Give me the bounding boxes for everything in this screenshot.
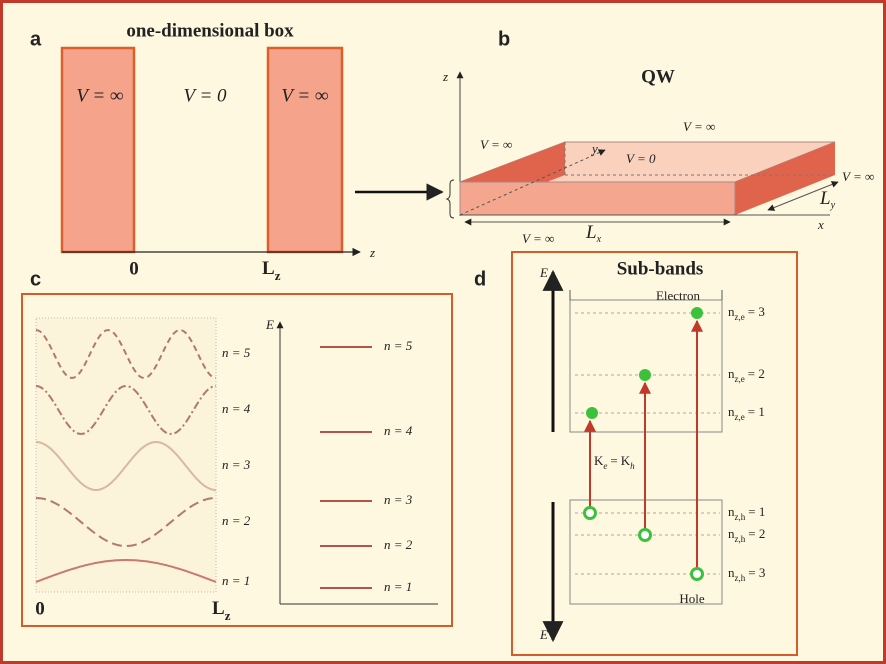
origin-label: 0 [35,598,45,619]
level-label: n = 1 [384,579,412,594]
panel-letter: d [474,268,486,290]
length-sub: z [275,268,281,283]
electron-label: Electron [656,288,701,303]
wave-label: n = 3 [222,457,251,472]
k-sub: e [603,461,607,471]
panel-letter: b [498,28,510,50]
panel-title: QW [641,66,675,87]
axis-label: y [590,141,598,156]
level-sub: z,e [735,374,745,384]
origin-label: 0 [129,258,139,279]
barrier [62,48,134,252]
k-sub: h [630,461,635,471]
level-rest: = 2 [748,526,765,541]
axis-label: E [539,265,548,280]
hole [692,569,703,580]
length-main: L [262,258,275,279]
length-sub: x [596,234,602,245]
level-rest: = 1 [748,504,765,519]
length-main: L [585,222,597,243]
axis-label: x [817,217,824,232]
level-sub: z,e [735,312,745,322]
potential-label: V = ∞ [683,119,715,134]
axis-label: z [369,245,375,260]
equals: = [610,453,617,468]
level-sub: z,h [735,512,746,522]
wave-label: n = 5 [222,345,251,360]
level-sub: z,e [735,412,745,422]
level-rest: = 3 [748,304,765,319]
level-label: n = 5 [384,338,413,353]
level-rest: = 3 [748,565,765,580]
level-sub: z,h [735,534,746,544]
barrier [268,48,342,252]
length-sub: y [830,200,836,211]
panel-letter: a [30,28,42,50]
potential-label: V = 0 [626,151,656,166]
panel-title: Sub-bands [617,258,704,279]
electron [586,407,598,419]
potential-label: V = ∞ [480,137,512,152]
panel-title: one-dimensional box [126,20,294,41]
plot-area [36,318,216,592]
level-sub: z,h [735,573,746,583]
wave-label: n = 2 [222,513,251,528]
wave-label: n = 1 [222,573,250,588]
potential-label: V = ∞ [281,85,328,106]
length-main: L [819,188,831,209]
length-main: L [212,598,225,619]
level-rest: = 2 [748,366,765,381]
hole-label: Hole [679,591,705,606]
potential-label: V = ∞ [76,85,123,106]
electron [691,307,703,319]
level-label: n = 2 [384,537,413,552]
potential-label: V = 0 [183,85,227,106]
potential-label: V = ∞ [842,169,874,184]
figure: a one-dimensional box V = ∞ V = 0 V = ∞ … [0,0,886,664]
axis-label: z [442,69,448,84]
level-label: n = 3 [384,492,413,507]
length-sub: z [225,608,231,623]
hole [640,530,651,541]
front-face [460,182,735,215]
potential-label: V = ∞ [522,231,554,246]
wave-label: n = 4 [222,401,251,416]
level-rest: = 1 [748,404,765,419]
hole [585,508,596,519]
electron [639,369,651,381]
level-label: n = 4 [384,423,413,438]
panel-letter: c [30,268,41,290]
axis-label: E [265,317,274,332]
axis-label: E [539,627,548,642]
